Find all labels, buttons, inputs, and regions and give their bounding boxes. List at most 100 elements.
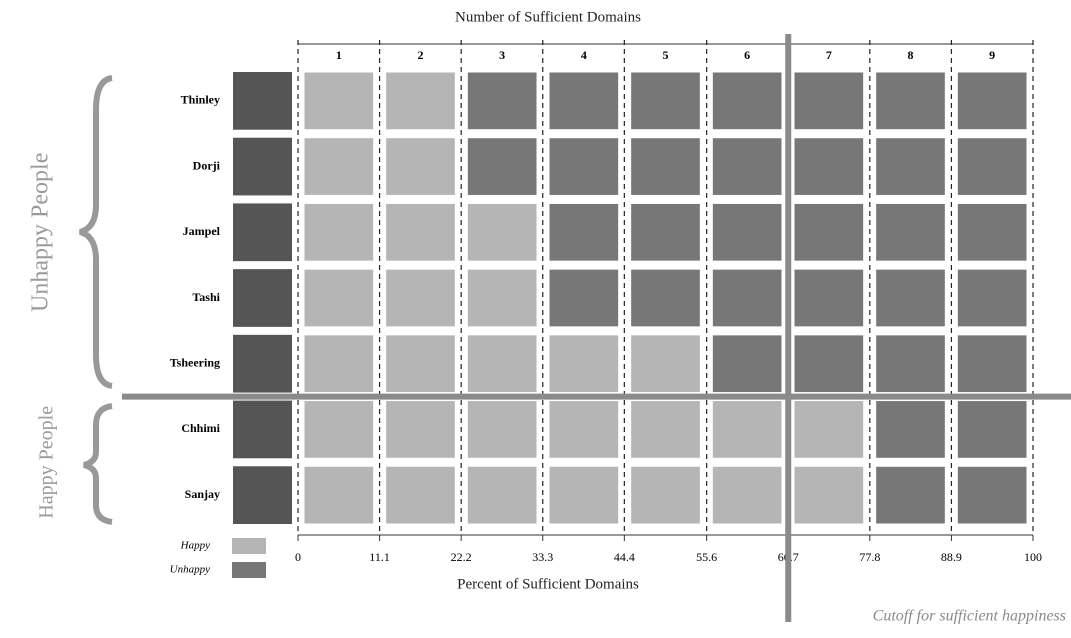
cell bbox=[630, 202, 701, 262]
legend-label: Happy bbox=[180, 540, 210, 552]
x-tick-label: 88.9 bbox=[941, 550, 962, 564]
cell bbox=[303, 71, 375, 131]
x-tick-label: 100 bbox=[1024, 550, 1042, 564]
top-tick-label: 8 bbox=[908, 48, 914, 62]
cell bbox=[303, 268, 375, 328]
cell bbox=[630, 137, 701, 196]
x-tick-label: 11.1 bbox=[369, 550, 390, 564]
row-label: Thinley bbox=[181, 93, 220, 107]
cell bbox=[548, 71, 620, 131]
cell bbox=[875, 202, 946, 262]
cell bbox=[711, 268, 783, 328]
cell bbox=[956, 334, 1028, 394]
cell bbox=[466, 202, 538, 262]
cell bbox=[793, 334, 865, 394]
cell bbox=[385, 268, 456, 328]
cell bbox=[875, 137, 946, 196]
cell bbox=[711, 202, 783, 262]
row-label: Tsheering bbox=[170, 355, 220, 369]
cell bbox=[956, 202, 1028, 262]
x-tick-label: 55.6 bbox=[696, 550, 717, 564]
photo bbox=[233, 269, 292, 327]
cell bbox=[711, 465, 783, 525]
top-tick-label: 9 bbox=[989, 48, 995, 62]
cell bbox=[466, 465, 538, 525]
cell bbox=[793, 268, 865, 328]
x-tick-label: 22.2 bbox=[451, 550, 472, 564]
group-label: Happy People bbox=[36, 406, 58, 519]
cell bbox=[711, 334, 783, 394]
photo bbox=[233, 400, 292, 459]
x-tick-label: 0 bbox=[295, 550, 301, 564]
cell bbox=[385, 334, 456, 394]
cell bbox=[956, 268, 1028, 328]
top-tick-label: 2 bbox=[418, 48, 424, 62]
x-tick-label: 33.3 bbox=[532, 550, 553, 564]
cell bbox=[548, 268, 620, 328]
cell bbox=[466, 400, 538, 459]
legend-swatch bbox=[232, 562, 266, 578]
row-label: Jampel bbox=[183, 224, 221, 238]
legend-swatch bbox=[232, 538, 266, 554]
x-tick-label: 77.8 bbox=[859, 550, 880, 564]
photo bbox=[233, 203, 292, 262]
cell bbox=[875, 71, 946, 131]
cell bbox=[956, 71, 1028, 131]
cell bbox=[630, 465, 701, 525]
cell bbox=[385, 202, 456, 262]
cell bbox=[303, 137, 375, 196]
cell bbox=[630, 268, 701, 328]
row-label: Dorji bbox=[193, 158, 221, 172]
cell bbox=[385, 400, 456, 459]
cell bbox=[630, 334, 701, 394]
cell bbox=[956, 465, 1028, 525]
cell bbox=[303, 202, 375, 262]
top-tick-label: 3 bbox=[499, 48, 505, 62]
cell bbox=[303, 400, 375, 459]
cell bbox=[793, 400, 865, 459]
cell bbox=[466, 268, 538, 328]
cell bbox=[956, 137, 1028, 196]
cell bbox=[711, 137, 783, 196]
cell bbox=[385, 71, 456, 131]
cell bbox=[548, 137, 620, 196]
cell bbox=[793, 202, 865, 262]
cell bbox=[630, 71, 701, 131]
row-label: Sanjay bbox=[185, 487, 220, 501]
top-tick-label: 1 bbox=[336, 48, 342, 62]
x-tick-label: 44.4 bbox=[614, 550, 635, 564]
cell bbox=[630, 400, 701, 459]
cell bbox=[793, 465, 865, 525]
cell bbox=[466, 71, 538, 131]
cell bbox=[875, 400, 946, 459]
photo bbox=[233, 466, 292, 524]
cutoff-label: Cutoff for sufficient happiness bbox=[873, 608, 1066, 625]
photo bbox=[233, 72, 292, 130]
cell bbox=[303, 465, 375, 525]
row-label: Chhimi bbox=[181, 421, 220, 435]
top-tick-label: 7 bbox=[826, 48, 832, 62]
brace bbox=[79, 75, 113, 389]
legend-label: Unhappy bbox=[170, 564, 210, 576]
cell bbox=[711, 71, 783, 131]
cell bbox=[466, 334, 538, 394]
cell bbox=[303, 334, 375, 394]
photo bbox=[233, 137, 292, 196]
cell bbox=[793, 137, 865, 196]
chart-title: Number of Sufficient Domains bbox=[455, 9, 641, 25]
x-axis-label: Percent of Sufficient Domains bbox=[457, 576, 639, 592]
cell bbox=[711, 400, 783, 459]
cell bbox=[875, 334, 946, 394]
top-tick-label: 5 bbox=[663, 48, 669, 62]
cell bbox=[956, 400, 1028, 459]
cell bbox=[875, 268, 946, 328]
row-label: Tashi bbox=[192, 290, 220, 304]
group-label: Unhappy People bbox=[28, 153, 54, 312]
cell bbox=[548, 202, 620, 262]
photo bbox=[233, 334, 292, 393]
cell bbox=[793, 71, 865, 131]
cell bbox=[875, 465, 946, 525]
top-tick-label: 4 bbox=[581, 48, 587, 62]
top-tick-label: 6 bbox=[744, 48, 750, 62]
